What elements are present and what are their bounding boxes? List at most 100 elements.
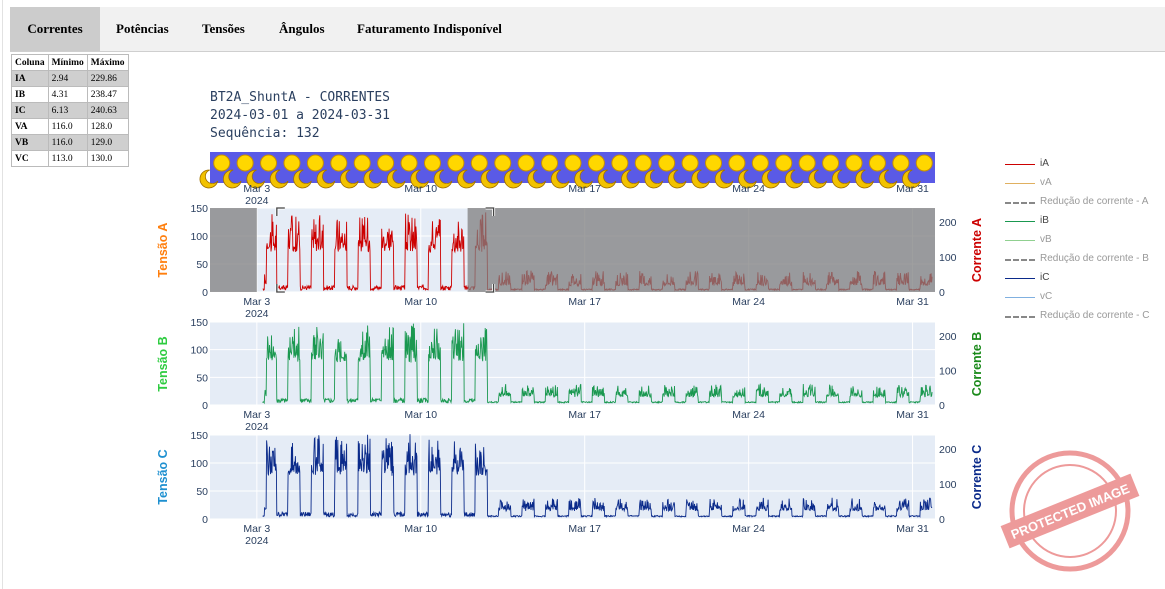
unselected-region-shade	[210, 208, 257, 292]
chart-title-line3: Sequência: 132	[210, 126, 320, 141]
protected-image-stamp: PROTECTED IMAGE	[1000, 450, 1140, 572]
table-row: VC 113.0 130.0	[11, 150, 129, 167]
legend-item-reducao-a[interactable]: Redução de corrente - A	[1005, 196, 1165, 210]
legend-item-reducao-b[interactable]: Redução de corrente - B	[1005, 253, 1165, 267]
sun-icon	[728, 154, 746, 172]
sun-icon	[283, 154, 301, 172]
x-tick-label: Mar 31	[896, 409, 929, 421]
y-right-axis-title: Corrente B	[970, 332, 984, 397]
moon-icon	[293, 169, 312, 189]
x-tick-label: Mar 17	[568, 409, 601, 421]
moon-icon	[597, 169, 617, 189]
y-left-tick-label: 0	[202, 287, 208, 299]
sun-icon	[761, 154, 793, 189]
legend-item-va[interactable]: vA	[1005, 177, 1165, 191]
legend-swatch	[1005, 164, 1035, 165]
legend-label: vC	[1040, 291, 1053, 302]
sun-icon	[587, 154, 605, 172]
sun-icon	[611, 154, 629, 172]
chart-title-line1: BT2A_ShuntA - CORRENTES	[210, 90, 391, 105]
sun-icon	[738, 154, 769, 189]
legend-item-vc[interactable]: vC	[1005, 291, 1165, 305]
moon-icon	[691, 169, 710, 189]
sun-icon	[457, 154, 488, 189]
table-row: IB 4.31 238.47	[11, 86, 129, 103]
sun-icon	[517, 154, 535, 172]
subplot-1: 0 50 100 150 0 100 200 Tensão A Corrente A	[156, 203, 984, 299]
subplot-2: 0 50 100 150 0 100 200 Tensão B Corrente B	[156, 317, 984, 412]
sun-icon	[480, 154, 512, 189]
x-tick-label: Mar 31	[896, 296, 929, 308]
x-year-label: 2024	[245, 195, 269, 207]
moon-icon	[550, 169, 570, 189]
sun-icon	[340, 154, 371, 189]
moon-icon	[785, 169, 804, 189]
y-left-tick-label: 50	[196, 259, 208, 271]
tab-correntes[interactable]: Correntes	[10, 7, 100, 51]
tab-tensoes[interactable]: Tensões	[202, 21, 245, 36]
legend-swatch	[1005, 240, 1035, 241]
stats-cell-min: 6.13	[47, 102, 88, 119]
legend-swatch	[1005, 202, 1035, 204]
x-tick-label: Mar 10	[404, 409, 437, 421]
y-right-tick-label: 100	[939, 479, 957, 491]
sun-icon	[527, 154, 559, 189]
sun-icon	[892, 154, 910, 172]
chart-area[interactable]: Mar 3 Mar 10 Mar 17 Mar 24 Mar 31 2024 0 50 100 1…	[0, 0, 1000, 560]
sun-icon	[658, 154, 676, 172]
moon-icon	[574, 169, 593, 189]
y-left-axis-title: Tensão C	[156, 449, 170, 504]
left-border	[2, 0, 3, 589]
moon-icon	[410, 169, 429, 189]
stats-cell-max: 240.63	[86, 102, 129, 119]
y-right-tick-label: 0	[939, 287, 945, 299]
y-right-axis-title: Corrente C	[970, 445, 984, 510]
sun-icon	[330, 154, 348, 172]
legend-swatch	[1005, 183, 1035, 184]
sun-icon	[293, 154, 324, 189]
stats-cell-col: IC	[11, 102, 49, 119]
legend-item-ia[interactable]: iA	[1005, 158, 1165, 172]
sun-icon	[306, 154, 324, 172]
legend-item-ic[interactable]: iC	[1005, 272, 1165, 286]
sun-icon	[377, 154, 395, 172]
stats-table: Coluna Mínimo Máximo IA 2.94 229.86 IB 4…	[11, 54, 129, 167]
tab-potencias[interactable]: Potências	[116, 21, 169, 36]
tab-angulos[interactable]: Ângulos	[279, 21, 325, 36]
x-tick-label: Mar 10	[404, 523, 437, 535]
stats-cell-col: VB	[11, 134, 49, 151]
legend-item-vb[interactable]: vB	[1005, 234, 1165, 248]
stats-cell-min: 116.0	[47, 118, 88, 135]
sun-icon	[621, 154, 652, 189]
x-tick-label: Mar 3	[243, 296, 270, 308]
y-left-tick-label: 150	[190, 430, 208, 442]
moon-icon	[855, 169, 874, 189]
selection-corner-handle	[485, 207, 495, 216]
sun-icon	[550, 154, 582, 189]
y-left-axis-title: Tensão A	[156, 223, 170, 278]
sun-icon	[751, 154, 769, 172]
stats-header-maximo: Máximo	[86, 54, 129, 71]
y-left-tick-label: 50	[196, 372, 208, 384]
y-right-axis-title: Corrente A	[970, 218, 984, 282]
moon-icon	[222, 169, 242, 189]
moon-icon	[503, 169, 523, 189]
sun-icon	[222, 154, 254, 189]
sun-icon	[363, 154, 395, 189]
selection-corner-handle	[485, 284, 495, 293]
legend-item-ib[interactable]: iB	[1005, 215, 1165, 229]
moon-icon	[199, 169, 219, 189]
legend-item-reducao-c[interactable]: Redução de corrente - C	[1005, 310, 1165, 324]
tab-faturamento-indisponivel[interactable]: Faturamento Indisponível	[357, 21, 502, 36]
sun-icon	[433, 154, 465, 189]
y-right-tick-label: 0	[939, 400, 945, 412]
sun-icon	[503, 154, 535, 189]
sun-icon	[494, 154, 512, 172]
sun-icon	[785, 154, 816, 189]
moon-icon	[878, 169, 898, 189]
legend-label: Redução de corrente - A	[1040, 196, 1149, 207]
moon-icon	[621, 169, 640, 189]
x-year-label: 2024	[245, 308, 269, 320]
sun-icon	[564, 154, 582, 172]
y-left-tick-label: 150	[190, 203, 208, 215]
